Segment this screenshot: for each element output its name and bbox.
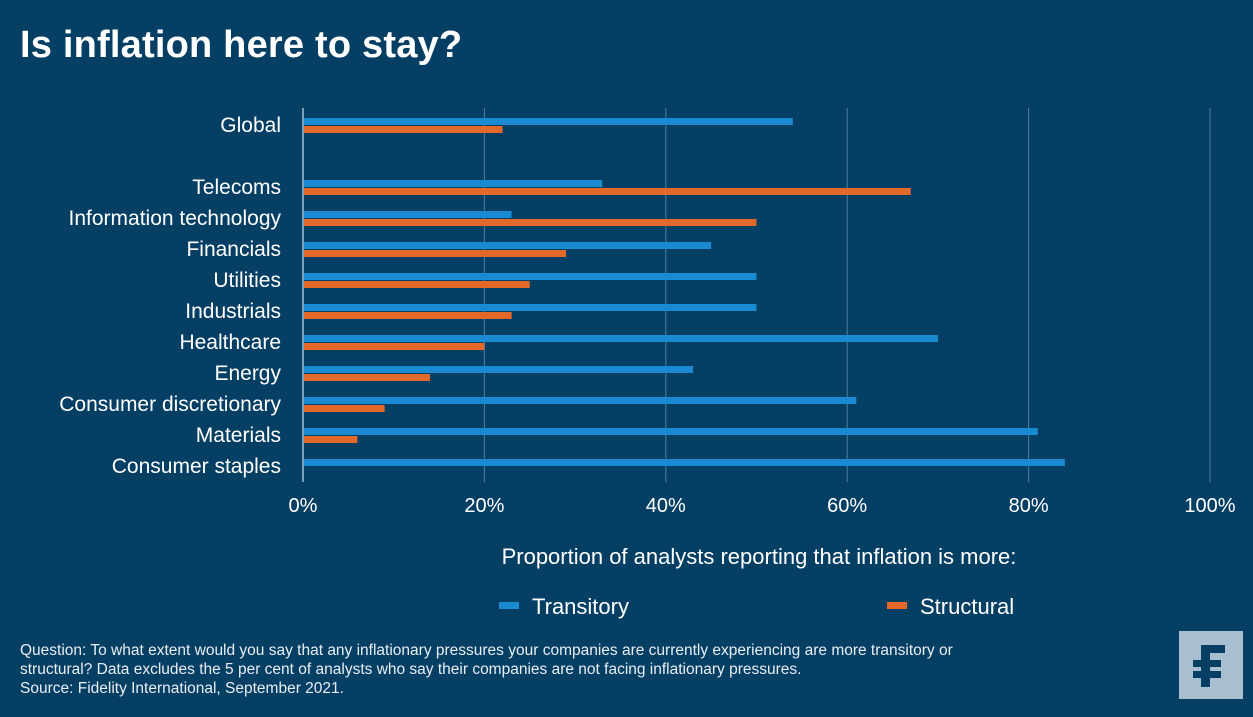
- bar-structural-energy: [304, 374, 430, 381]
- category-label-information-technology: Information technology: [69, 207, 282, 230]
- category-label-consumer-staples: Consumer staples: [112, 455, 281, 478]
- x-axis-label: Proportion of analysts reporting that in…: [502, 544, 1017, 569]
- bar-structural-healthcare: [304, 343, 485, 350]
- footnote-source: Source: Fidelity International, Septembe…: [20, 680, 344, 697]
- bar-transitory-telecoms: [304, 180, 603, 187]
- bar-structural-industrials: [304, 312, 512, 319]
- footnote-question-line-1: Question: To what extent would you say t…: [20, 642, 953, 659]
- bar-transitory-information-technology: [304, 211, 512, 218]
- chart-title: Is inflation here to stay?: [20, 24, 463, 66]
- bar-transitory-financials: [304, 242, 712, 249]
- category-label-consumer-discretionary: Consumer discretionary: [59, 393, 281, 416]
- bar-structural-materials: [304, 436, 358, 443]
- category-label-telecoms: Telecoms: [192, 176, 281, 199]
- bar-transitory-energy: [304, 366, 694, 373]
- bar-transitory-healthcare: [304, 335, 938, 342]
- category-label-materials: Materials: [196, 424, 281, 447]
- x-tick-label: 60%: [827, 495, 867, 517]
- bar-transitory-industrials: [304, 304, 757, 311]
- bar-transitory-consumer-staples: [304, 459, 1065, 466]
- fidelity-logo: [1179, 631, 1243, 699]
- bar-transitory-utilities: [304, 273, 757, 280]
- x-tick-label: 20%: [464, 495, 504, 517]
- x-tick-label: 0%: [289, 495, 318, 517]
- bar-transitory-consumer-discretionary: [304, 397, 857, 404]
- bar-structural-financials: [304, 250, 567, 257]
- bar-structural-telecoms: [304, 188, 911, 195]
- x-tick-label: 40%: [646, 495, 686, 517]
- footnote: Question: To what extent would you say t…: [20, 641, 1160, 698]
- category-label-utilities: Utilities: [213, 269, 281, 292]
- x-tick-label: 80%: [1009, 495, 1049, 517]
- fidelity-f-icon: [1193, 645, 1225, 687]
- x-tick-label: 100%: [1184, 495, 1235, 517]
- bar-transitory-materials: [304, 428, 1038, 435]
- bar-structural-utilities: [304, 281, 530, 288]
- category-label-global: Global: [220, 114, 281, 137]
- category-label-energy: Energy: [214, 362, 281, 385]
- legend-label-structural: Structural: [920, 594, 1014, 619]
- bar-structural-information-technology: [304, 219, 757, 226]
- bar-transitory-global: [304, 118, 793, 125]
- legend-swatch-structural: [887, 602, 907, 609]
- bar-structural-consumer-discretionary: [304, 405, 385, 412]
- legend-swatch-transitory: [499, 602, 519, 609]
- category-label-healthcare: Healthcare: [179, 331, 281, 354]
- category-label-financials: Financials: [186, 238, 281, 261]
- category-label-industrials: Industrials: [185, 300, 281, 323]
- bar-structural-global: [304, 126, 503, 133]
- footnote-question-line-2: structural? Data excludes the 5 per cent…: [20, 661, 802, 678]
- legend-label-transitory: Transitory: [532, 594, 629, 619]
